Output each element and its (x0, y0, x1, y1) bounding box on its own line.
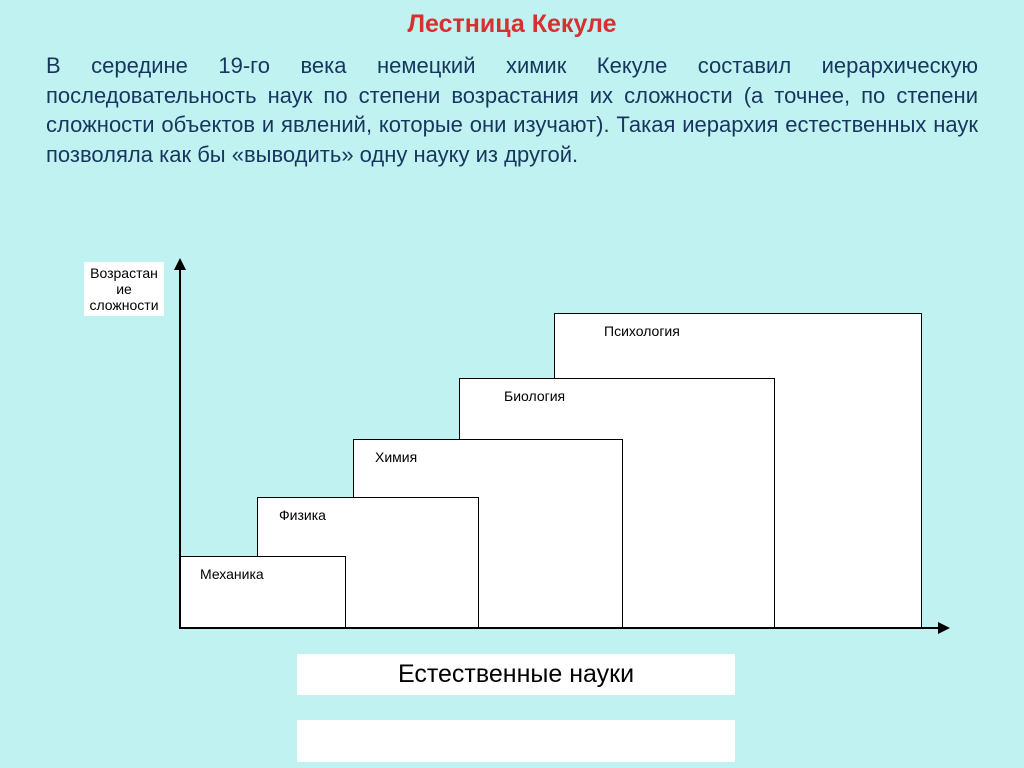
y-axis-label-line2: ие (116, 281, 132, 297)
step-label-psychology: Психология (604, 323, 680, 339)
x-axis-arrow-icon (938, 622, 950, 634)
y-axis-arrow-icon (174, 258, 186, 270)
y-axis-label-line1: Возрастан (90, 265, 158, 281)
y-axis (179, 268, 181, 628)
x-axis (179, 627, 939, 629)
step-label-biology: Биология (504, 388, 565, 404)
y-axis-label: Возрастан ие сложности (84, 262, 164, 316)
blank-box (297, 720, 735, 762)
step-label-mechanics: Механика (200, 566, 264, 582)
step-label-chemistry: Химия (375, 449, 417, 465)
description-paragraph: В середине 19-го века немецкий химик Кек… (0, 39, 1024, 170)
caption-text: Естественные науки (398, 660, 634, 688)
caption-natural-sciences: Естественные науки (297, 654, 735, 695)
page-title: Лестница Кекуле (0, 0, 1024, 39)
step-label-physics: Физика (279, 507, 326, 523)
y-axis-label-line3: сложности (89, 297, 158, 313)
